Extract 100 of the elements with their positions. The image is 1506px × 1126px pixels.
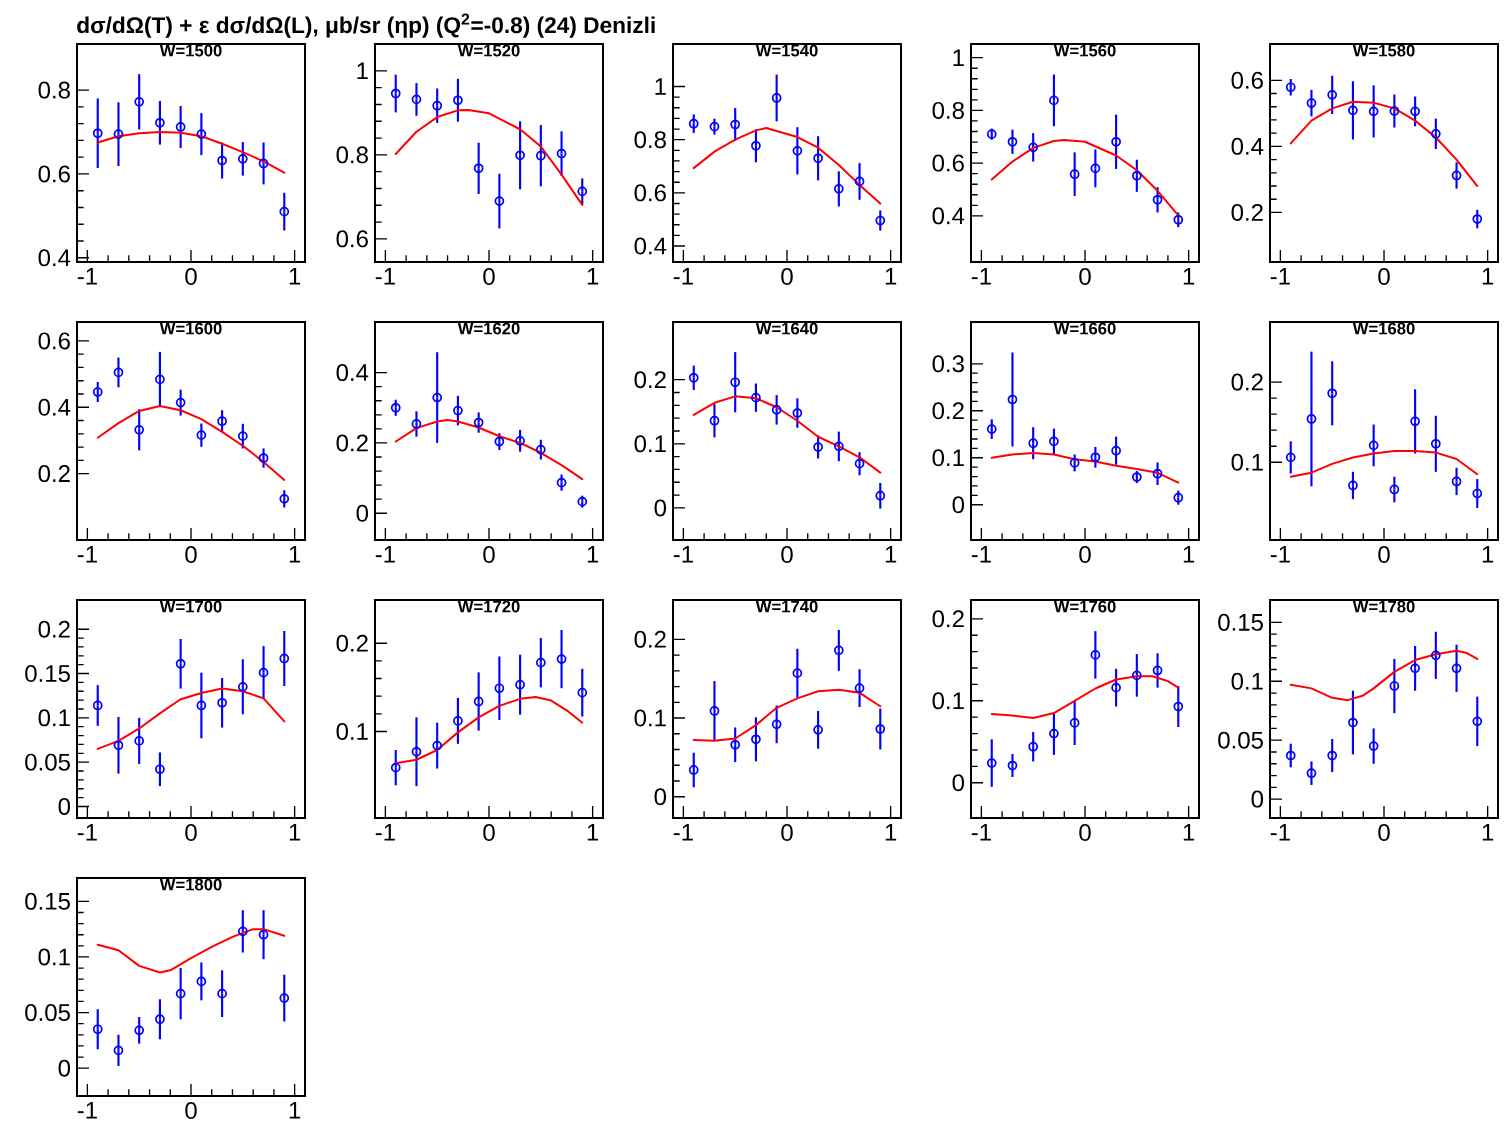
x-tick-label: 0 — [483, 824, 495, 842]
x-tick-label: 1 — [1482, 268, 1494, 285]
x-tick-label: 0 — [483, 268, 495, 286]
chart-title: W=1520 — [457, 44, 520, 57]
x-tick-label: 1 — [885, 824, 897, 841]
point — [113, 740, 124, 751]
point — [473, 163, 484, 174]
x-tick-label: 0 — [1378, 268, 1390, 286]
y-tick-label: 0.2 — [38, 465, 70, 483]
point — [1410, 663, 1420, 674]
point — [1410, 106, 1420, 117]
x-tick-label: 0 — [185, 268, 197, 286]
y-tick-label: 0.2 — [634, 371, 666, 389]
point — [577, 687, 588, 698]
x-tick-label: 0 — [1378, 824, 1390, 842]
y-tick-label: 0.2 — [336, 434, 368, 452]
point — [390, 402, 401, 413]
y-tick-label: 0.8 — [336, 146, 368, 164]
x-tick-label: 1 — [1183, 268, 1195, 285]
point — [813, 153, 823, 164]
y-tick-label: 0.2 — [1231, 203, 1263, 221]
line-series — [96, 687, 286, 750]
point — [730, 119, 741, 130]
y-tick-label: 0.2 — [336, 634, 368, 652]
y-tick-label: 1 — [953, 49, 964, 66]
point — [1090, 650, 1101, 660]
point — [833, 184, 844, 194]
point — [1131, 472, 1142, 482]
point — [875, 215, 886, 226]
y-tick-label: 1 — [655, 78, 666, 95]
point — [494, 436, 505, 447]
point — [515, 679, 525, 690]
point — [494, 683, 505, 694]
point — [875, 490, 886, 501]
point — [279, 206, 290, 217]
point — [833, 441, 844, 452]
point — [175, 122, 186, 132]
chart-title: W=1760 — [1053, 600, 1116, 613]
point — [494, 196, 505, 206]
point — [473, 417, 484, 428]
point — [279, 653, 290, 664]
x-tick-label: 1 — [885, 546, 897, 563]
point — [92, 700, 103, 711]
line-series — [990, 452, 1180, 484]
point — [258, 929, 269, 940]
point — [134, 96, 145, 107]
y-tick-label: 0.4 — [932, 207, 965, 225]
point — [1451, 476, 1462, 487]
y-tick-label: 1 — [357, 62, 368, 80]
text: dσ/dΩ(T) + ε dσ/dΩ(L), μb/sr (ηp) (Q$^{2}$=-0.8) (24) Denizli — [77, 13, 655, 38]
point — [279, 993, 290, 1003]
y-tick-label: 0.1 — [634, 709, 666, 727]
point — [709, 706, 720, 716]
point — [113, 129, 124, 139]
point — [1069, 458, 1080, 468]
x-tick-label: -1 — [1270, 268, 1290, 285]
point — [854, 176, 865, 187]
y-tick-label: 0 — [58, 797, 71, 815]
y-tick-label: 0.15 — [25, 892, 70, 910]
chart-title: W=1720 — [457, 600, 520, 613]
point — [730, 377, 741, 388]
point — [1028, 741, 1039, 752]
point — [134, 736, 145, 746]
point — [390, 88, 401, 99]
point — [751, 392, 761, 403]
x-tick-label: 1 — [587, 824, 599, 841]
point — [196, 976, 207, 987]
x-tick-label: 0 — [185, 546, 197, 564]
point — [535, 657, 546, 668]
x-tick-label: -1 — [673, 824, 693, 841]
x-tick-label: 1 — [1183, 546, 1195, 563]
chart-title: W=1600 — [159, 322, 222, 335]
point — [1131, 670, 1142, 681]
point — [792, 145, 803, 156]
point — [1173, 701, 1184, 712]
point — [113, 367, 124, 378]
point — [730, 739, 741, 750]
y-tick-label: 0.4 — [38, 398, 71, 416]
x-tick-label: 0 — [1079, 824, 1091, 842]
point — [155, 1014, 165, 1025]
x-tick-label: 0 — [1079, 268, 1091, 286]
point — [196, 430, 207, 440]
x-tick-label: 1 — [289, 824, 301, 841]
point — [175, 658, 186, 669]
line-series — [1289, 649, 1479, 702]
chart-title: W=1640 — [755, 322, 818, 335]
y-tick-label: 0 — [58, 1059, 71, 1077]
point — [792, 668, 803, 679]
point — [196, 700, 207, 711]
y-tick-label: 0.1 — [932, 449, 964, 467]
y-tick-label: 0.1 — [336, 722, 368, 740]
point — [1028, 142, 1039, 153]
point — [1306, 768, 1317, 779]
x-tick-label: 0 — [185, 1102, 197, 1120]
y-tick-label: 0.1 — [932, 692, 964, 710]
point — [1472, 488, 1483, 499]
chart-title: W=1580 — [1352, 44, 1415, 57]
point — [1285, 452, 1296, 463]
line-series — [692, 688, 882, 742]
point — [986, 758, 997, 768]
